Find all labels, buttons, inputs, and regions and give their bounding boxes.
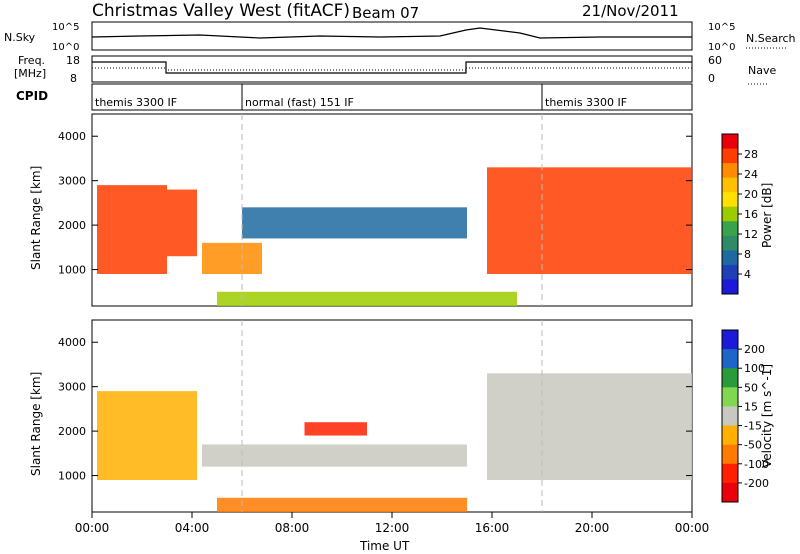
colorbar-swatch: [722, 387, 738, 407]
x-tick-label: 08:00: [275, 521, 310, 535]
data-region-2: [304, 422, 367, 436]
colorbar-swatch: [722, 368, 738, 388]
x-tick-label: 16:00: [475, 521, 510, 535]
nave-tick-bottom: 0: [708, 72, 715, 85]
colorbar-tick-label: -100: [744, 458, 769, 471]
nsearch-label: N.Search: [746, 32, 796, 45]
colorbar-swatch: [722, 444, 738, 465]
velocity-colorbar-label: Velocity [m s^-1]: [760, 364, 774, 468]
colorbar-tick-label: 28: [744, 148, 758, 161]
y-tick-label: 1000: [58, 470, 86, 483]
colorbar-swatch: [722, 425, 738, 446]
colorbar-swatch: [722, 330, 738, 350]
y-tick-label: 2000: [58, 219, 86, 232]
colorbar-swatch: [722, 163, 738, 179]
colorbar-tick-label: 15: [744, 400, 758, 413]
data-region-3: [242, 207, 467, 239]
colorbar-tick-label: 200: [744, 343, 765, 356]
velocity-panel: 4000 3000 2000 1000 Slant Range [km] 200 100…: [29, 319, 774, 513]
x-axis-label: Time UT: [359, 539, 410, 553]
x-tick-label: 04:00: [175, 521, 210, 535]
x-tick-label: 20:00: [575, 521, 610, 535]
colorbar-tick-label: 8: [744, 248, 751, 261]
data-region-4: [487, 373, 692, 480]
freq-trace: [92, 61, 692, 74]
colorbar-swatch: [722, 463, 738, 484]
colorbar-swatch: [722, 250, 738, 266]
data-region-3: [217, 497, 467, 512]
data-region-4: [217, 291, 517, 306]
colorbar-tick-label: 16: [744, 208, 758, 221]
cpid-segment-label: themis 3300 IF: [545, 96, 627, 109]
x-tick-label: 12:00: [375, 521, 410, 535]
colorbar-swatch: [722, 192, 738, 208]
colorbar-frame: [721, 329, 739, 503]
velocity-ylabel: Slant Range [km]: [29, 372, 43, 476]
nsearch-tick-bottom: 10^0: [708, 42, 735, 53]
colorbar-swatch: [722, 264, 738, 280]
data-region-1: [202, 444, 467, 467]
cpid-segment-label: normal (fast) 151 IF: [245, 96, 354, 109]
colorbar-tick-label: 50: [744, 381, 758, 394]
nave-tick-top: 60: [708, 54, 722, 67]
colorbar-swatch: [722, 279, 738, 295]
colorbar-swatch: [722, 482, 738, 503]
nave-trace: [92, 67, 692, 71]
y-tick-label: 4000: [58, 130, 86, 143]
x-tick-label: 00:00: [75, 521, 110, 535]
power-colorbar-label: Power [dB]: [760, 183, 774, 248]
cpid-segment-label: themis 3300 IF: [95, 96, 177, 109]
data-region-2: [202, 242, 262, 274]
nsky-trace: [91, 27, 692, 39]
nsearch-tick-top: 10^5: [708, 22, 735, 33]
y-tick-label: 1000: [58, 264, 86, 277]
cpid-panel: CPID themis 3300 IF normal (fast) 151 IF t…: [16, 83, 693, 111]
y-tick-label: 4000: [58, 336, 86, 349]
nsky-tick-top: 10^5: [52, 22, 79, 33]
colorbar-tick-label: 20: [744, 188, 758, 201]
colorbar-tick-label: 24: [744, 168, 758, 181]
date-label: 21/Nov/2011: [582, 2, 679, 20]
data-region-1: [167, 189, 197, 257]
colorbar-swatch: [722, 349, 738, 369]
colorbar-swatch: [722, 177, 738, 193]
data-region-5: [487, 167, 692, 274]
plot-title: Christmas Valley West (fitACF): [92, 1, 350, 21]
colorbar-tick-label: -200: [744, 477, 769, 490]
colorbar-swatch: [722, 235, 738, 251]
freq-unit: [MHz]: [14, 67, 46, 80]
freq-panel: Freq. [MHz] 18 8 60 0 Nave: [14, 54, 776, 85]
freq-tick-top: 18: [66, 54, 80, 67]
colorbar-tick-label: -15: [744, 420, 762, 433]
nsky-panel: N.Sky 10^5 10^0 10^5 10^0 N.Search: [4, 21, 796, 53]
nave-label: Nave: [748, 64, 776, 77]
power-panel: 4000 3000 2000 1000 Slant Range [km] 28 24 20…: [29, 113, 774, 307]
data-region-0: [97, 185, 167, 274]
colorbar-tick-label: 4: [744, 268, 751, 281]
colorbar-tick-label: 100: [744, 362, 765, 375]
colorbar-swatch: [722, 206, 738, 222]
data-region-0: [97, 391, 197, 480]
y-tick-label: 3000: [58, 175, 86, 188]
nsky-label: N.Sky: [4, 31, 36, 44]
colorbar-tick-label: 12: [744, 228, 758, 241]
freq-label: Freq.: [18, 54, 45, 67]
colorbar-swatch: [722, 221, 738, 237]
cpid-label: CPID: [16, 89, 48, 103]
colorbar-swatch: [722, 134, 738, 150]
colorbar-swatch: [722, 148, 738, 164]
beam-label: Beam 07: [352, 4, 419, 22]
y-tick-label: 3000: [58, 381, 86, 394]
x-tick-label: 00:00: [675, 521, 710, 535]
colorbar-tick-label: -50: [744, 439, 762, 452]
power-ylabel: Slant Range [km]: [29, 166, 43, 270]
freq-tick-bottom: 8: [70, 72, 77, 85]
y-tick-label: 2000: [58, 425, 86, 438]
colorbar-swatch: [722, 406, 738, 427]
nsky-tick-bottom: 10^0: [52, 42, 79, 53]
